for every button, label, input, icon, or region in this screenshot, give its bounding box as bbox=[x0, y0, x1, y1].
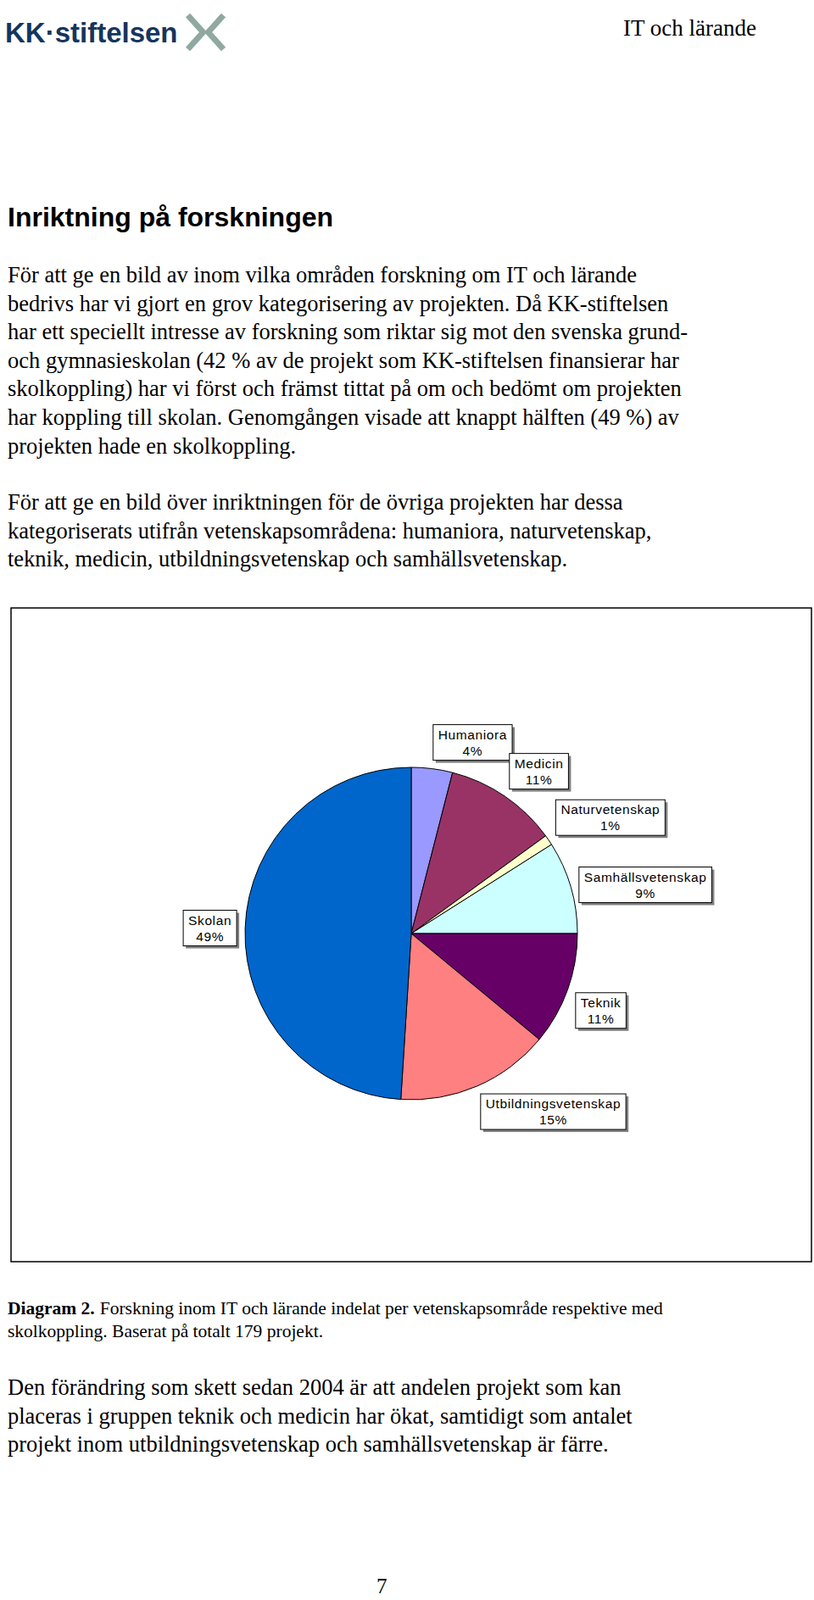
caption-text: skolkoppling. Baserat på totalt 179 proj… bbox=[7, 1321, 324, 1342]
caption-label: Diagram 2. bbox=[7, 1298, 95, 1319]
chart: Humaniora4%Medicin11%Naturvetenskap1%Sam… bbox=[10, 607, 813, 1263]
label-category: Utbildningsvetenskap bbox=[485, 1096, 621, 1111]
label-value: 49% bbox=[195, 929, 224, 944]
label-box bbox=[183, 910, 237, 947]
text-line: skolkoppling) har vi först och främst ti… bbox=[7, 374, 688, 404]
label-category: Humaniora bbox=[438, 727, 508, 742]
text-line: placeras i gruppen teknik och medicin ha… bbox=[7, 1402, 633, 1432]
text-line: Den förändring som skett sedan 2004 är a… bbox=[7, 1373, 633, 1403]
label-value: 1% bbox=[600, 818, 621, 833]
caption-text: Forskning inom IT och lärande indelat pe… bbox=[100, 1298, 664, 1319]
label-box bbox=[555, 799, 665, 836]
label-category: Teknik bbox=[580, 995, 622, 1010]
label-value: 9% bbox=[635, 886, 656, 901]
label-box bbox=[509, 753, 569, 790]
logo-chevron bbox=[188, 15, 204, 50]
caption-line: skolkoppling. Baserat på totalt 179 proj… bbox=[7, 1320, 664, 1344]
label-box bbox=[575, 992, 627, 1029]
label-value: 4% bbox=[462, 743, 484, 759]
text-line: teknik, medicin, utbildningsvetenskap oc… bbox=[7, 545, 652, 575]
pie-slice bbox=[401, 933, 540, 1100]
logo-chevron bbox=[208, 15, 224, 50]
data-label: Utbildningsvetenskap15% bbox=[480, 1093, 629, 1132]
chart-frame bbox=[11, 607, 812, 1262]
pie bbox=[245, 767, 578, 1100]
heading: Inriktning på forskningen bbox=[7, 201, 334, 234]
label-value: 11% bbox=[525, 772, 553, 787]
text-line: projekt inom utbildningsvetenskap och sa… bbox=[7, 1430, 633, 1460]
logo-text: KK·stiftelsen bbox=[5, 16, 179, 49]
text-line: bedrivs har vi gjort en grov kategoriser… bbox=[7, 289, 688, 319]
paragraph: För att ge en bild av inom vilka områden… bbox=[7, 261, 688, 461]
paragraph: För att ge en bild över inriktningen för… bbox=[7, 488, 652, 575]
text-line: För att ge en bild av inom vilka områden… bbox=[7, 261, 688, 290]
text-line: projekten hade en skolkoppling. bbox=[7, 432, 688, 462]
data-label: Samhällsvetenskap9% bbox=[579, 867, 715, 906]
label-category: Skolan bbox=[188, 913, 232, 928]
text-line: För att ge en bild över inriktningen för… bbox=[7, 488, 652, 518]
text-line: och gymnasieskolan (42 % av de projekt s… bbox=[7, 346, 688, 376]
label-category: Medicin bbox=[514, 756, 564, 771]
label-value: 11% bbox=[587, 1011, 615, 1026]
data-label: Medicin11% bbox=[509, 753, 572, 792]
pie-slice bbox=[245, 767, 412, 1100]
header-title: IT och lärande bbox=[623, 15, 757, 42]
data-labels: Humaniora4%Medicin11%Naturvetenskap1%Sam… bbox=[183, 724, 714, 1132]
label-box bbox=[579, 867, 713, 904]
label-value: 15% bbox=[539, 1112, 568, 1127]
text-line: kategoriserats utifrån vetenskapsområden… bbox=[7, 517, 652, 547]
label-box bbox=[433, 724, 513, 761]
caption-line: Diagram 2.Forskning inom IT och lärande … bbox=[7, 1297, 664, 1321]
page-number: 7 bbox=[376, 1574, 388, 1599]
data-label: Skolan49% bbox=[183, 910, 240, 949]
data-label: Teknik11% bbox=[575, 992, 630, 1032]
logo: KK·stiftelsen bbox=[3, 6, 275, 58]
data-label: Naturvetenskap1% bbox=[555, 799, 668, 838]
paragraph: Den förändring som skett sedan 2004 är a… bbox=[7, 1373, 633, 1460]
label-category: Samhällsvetenskap bbox=[584, 869, 708, 885]
label-box bbox=[480, 1093, 626, 1130]
data-label: Humaniora4% bbox=[433, 724, 515, 764]
pie-slice bbox=[411, 844, 578, 934]
caption: Diagram 2.Forskning inom IT och lärande … bbox=[7, 1297, 664, 1343]
label-category: Naturvetenskap bbox=[560, 802, 660, 817]
text-line: har koppling till skolan. Genomgången vi… bbox=[7, 403, 688, 433]
text-line: har ett speciellt intresse av forskning … bbox=[7, 317, 688, 347]
